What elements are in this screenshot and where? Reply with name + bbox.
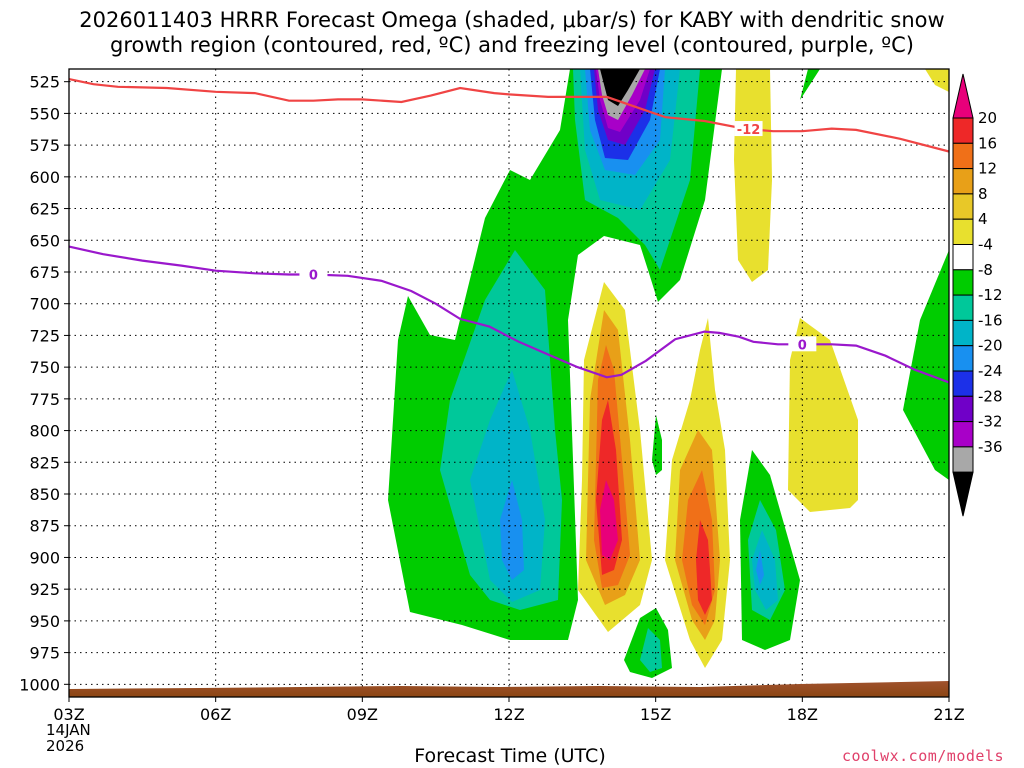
colorbar-label: -28 — [978, 387, 1003, 405]
omega-region-neg4-15z-mid — [652, 415, 662, 475]
y-tick-label: 950 — [29, 612, 60, 631]
colorbar-label: -16 — [978, 311, 1003, 329]
y-tick-label: 775 — [29, 390, 60, 409]
colorbar-arrow-bottom — [952, 471, 974, 517]
colorbar-swatch — [952, 395, 974, 423]
omega-region-neg12 — [470, 370, 545, 602]
colorbar-swatch — [952, 142, 974, 170]
colorbar-label: -12 — [978, 286, 1003, 304]
x-tick-label: 03Z — [53, 705, 84, 724]
y-tick-label: 925 — [29, 580, 60, 599]
colorbar-swatch — [952, 269, 974, 296]
colorbar-swatch — [952, 345, 974, 372]
y-tick-label: 825 — [29, 453, 60, 472]
y-tick-label: 600 — [29, 168, 60, 187]
y-tick-label: 625 — [29, 200, 60, 219]
omega-region-neg4-upper-right — [800, 69, 820, 100]
y-tick-label: 525 — [29, 73, 60, 92]
omega-region-neg12-17z — [752, 530, 778, 610]
colorbar-label: -32 — [978, 413, 1003, 431]
colorbar-label: 16 — [978, 134, 997, 152]
freezing-level-label-b-bg — [788, 336, 817, 352]
y-tick-label: 975 — [29, 644, 60, 663]
omega-region-neg4-right — [903, 250, 949, 480]
chart-title: 2026011403 HRRR Forecast Omega (shaded, … — [79, 8, 945, 57]
date-label-day: 14JAN — [46, 721, 91, 739]
x-tick-label: 06Z — [200, 705, 231, 724]
colorbar-swatch — [952, 294, 974, 321]
colorbar-swatch — [952, 370, 974, 397]
colorbar-label: -4 — [978, 236, 993, 254]
freezing-level-label-a: 0 — [309, 269, 318, 284]
y-tick-label: 725 — [29, 326, 60, 345]
colorbar-swatch — [952, 319, 974, 347]
y-tick-label: 800 — [29, 422, 60, 441]
freezing-level-label-a-bg — [299, 266, 328, 282]
y-tick-label: 650 — [29, 231, 60, 250]
y-tick-label: 1000 — [19, 675, 60, 694]
grid-lines — [69, 69, 950, 697]
colorbar-label: -36 — [978, 438, 1003, 456]
y-tick-label: 900 — [29, 548, 60, 567]
colorbar-swatch — [952, 117, 974, 144]
credit-link[interactable]: coolwx.com/models — [841, 747, 1004, 765]
colorbar-label: 8 — [978, 185, 988, 203]
colorbar-label: -24 — [978, 362, 1003, 380]
colorbar-label: -8 — [978, 261, 993, 279]
x-tick-label: 18Z — [787, 705, 818, 724]
y-tick-label: 850 — [29, 485, 60, 504]
omega-shading — [388, 69, 949, 678]
dgz-contour-label-bg — [734, 121, 763, 137]
y-axis: 525 550 575 600 625 650 675 700 725 750 775 800 825 8… — [19, 73, 69, 694]
colorbar-swatch — [952, 244, 974, 271]
y-tick-label: 750 — [29, 358, 60, 377]
x-tick-label: 09Z — [347, 705, 378, 724]
omega-region-pos4-18z — [788, 318, 858, 512]
y-tick-label: 875 — [29, 517, 60, 536]
colorbar-arrow-top — [952, 73, 974, 119]
colorbar-label: 4 — [978, 210, 988, 228]
colorbar-label: 12 — [978, 160, 997, 178]
omega-region-neg16 — [500, 480, 524, 580]
y-tick-label: 550 — [29, 104, 60, 123]
omega-region-neg16-17z — [756, 550, 764, 585]
freezing-level-label-b: 0 — [798, 338, 807, 353]
colorbar-swatch — [952, 446, 974, 473]
omega-region-neg8-15z-lower — [640, 628, 662, 672]
x-tick-label: 12Z — [493, 705, 524, 724]
contour-labels: -12 0 0 — [299, 121, 817, 353]
dgz-contour-line — [68, 78, 950, 153]
terrain-surface — [69, 681, 949, 697]
omega-region-pos16-16z — [696, 520, 712, 615]
y-tick-label: 575 — [29, 136, 60, 155]
x-axis: 03Z 06Z 09Z 12Z 15Z 18Z 21Z — [53, 697, 965, 724]
omega-region-pos4-17z-upper — [734, 69, 772, 282]
omega-region-neg36-upper — [600, 69, 640, 106]
y-tick-label: 675 — [29, 263, 60, 282]
x-tick-label: 21Z — [933, 705, 964, 724]
colorbar: 20 16 12 8 4 -4 -8 -12 -16 -20 -24 -28 -32 -36 — [952, 73, 1003, 517]
colorbar-swatch — [952, 193, 974, 220]
date-label-year: 2026 — [46, 737, 85, 755]
omega-region-pos4-top-right — [925, 69, 949, 92]
colorbar-swatch — [952, 421, 974, 448]
omega-region-pos20-14z — [600, 480, 618, 560]
x-tick-label: 15Z — [640, 705, 671, 724]
colorbar-swatch — [952, 218, 974, 245]
x-axis-label: Forecast Time (UTC) — [414, 745, 606, 767]
y-tick-label: 700 — [29, 295, 60, 314]
colorbar-label: 20 — [978, 109, 997, 127]
colorbar-swatch — [952, 168, 974, 195]
dgz-contour-label: -12 — [737, 123, 761, 138]
colorbar-label: -20 — [978, 337, 1003, 355]
